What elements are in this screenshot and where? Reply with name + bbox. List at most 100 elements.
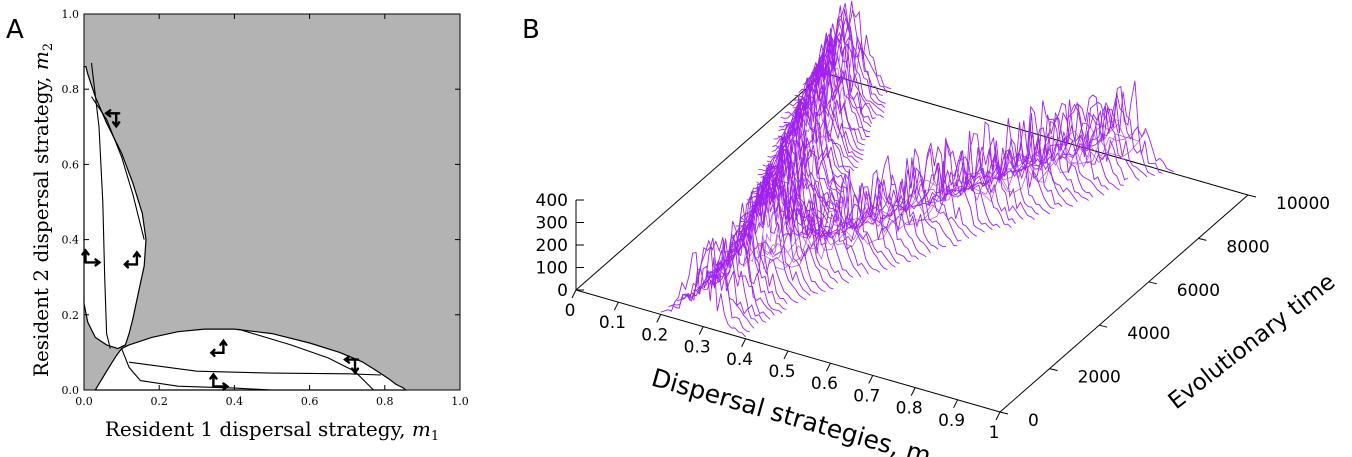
x-axis-label-sub: 1: [431, 429, 439, 444]
time-tick-label: 4000: [1127, 324, 1170, 344]
axis-ticks: 0.0 0.2 0.4 0.6 0.8 1.0 0.0 0.2 0.4 0.6 0.8 1.0: [62, 8, 469, 408]
mesh-line: [763, 48, 857, 270]
z-tick-label: 300: [536, 214, 568, 234]
time-tick-label: 10000: [1276, 194, 1330, 214]
x-tick-label: 0.0: [75, 395, 93, 408]
dispersal-tick-label: 0.4: [726, 350, 753, 370]
time-tick-label: 6000: [1177, 281, 1220, 301]
panel-a-label: A: [6, 15, 24, 45]
selection-arrow: [104, 109, 121, 129]
time-tick-label: 2000: [1078, 368, 1121, 388]
isocline-curve-4: [238, 328, 374, 391]
mesh-line: [768, 133, 1139, 268]
mesh-line: [755, 123, 1127, 261]
y-axis-label-var: m: [29, 51, 53, 70]
time-axis-line: [999, 194, 1249, 413]
time-slice-trace: [748, 148, 919, 260]
dispersal-tick-label: 0.7: [853, 386, 880, 406]
mesh-line: [750, 44, 844, 262]
dispersal-tick: [995, 411, 1001, 421]
invadable-region: [84, 14, 460, 390]
z-tick-label: 100: [536, 259, 568, 279]
dispersal-tick: [953, 399, 959, 409]
mesh-line: [756, 42, 850, 259]
y-tick-label: 0.2: [62, 309, 80, 322]
time-tick: [1247, 194, 1257, 198]
dispersal-tick-label: 0.1: [599, 313, 626, 333]
time-slice-trace: [794, 32, 1120, 191]
time-tick: [1198, 237, 1207, 241]
time-slice-trace: [693, 242, 775, 316]
dispersal-tick: [783, 350, 789, 360]
x-tick-label: 0.8: [376, 395, 394, 408]
time-tick: [999, 411, 1009, 415]
x-tick-label: 1.0: [451, 395, 469, 408]
time-slice-trace: [735, 160, 888, 270]
dispersal-tick: [656, 314, 662, 323]
z-tick-label: 200: [536, 236, 568, 256]
dispersal-tick: [825, 362, 831, 372]
boundary-curves: [90, 62, 382, 391]
time-tick: [1049, 368, 1058, 372]
time-slice-trace: [668, 245, 750, 333]
time-slice-trace: [676, 236, 759, 324]
mesh-line: [743, 52, 838, 262]
time-slice-trace: [697, 220, 783, 314]
dispersal-tick-label: 0: [565, 301, 576, 321]
mesh-line: [769, 45, 863, 256]
left-axis-line: [575, 72, 825, 291]
dispersal-tick: [910, 387, 916, 396]
dispersal-tick-label: 0.6: [811, 374, 838, 394]
y-axis-label: Resident 2 dispersal strategy, m2: [29, 43, 56, 377]
time-tick: [1099, 324, 1108, 328]
y-tick-label: 0.8: [62, 83, 80, 96]
time-tick-label: 8000: [1226, 237, 1269, 257]
density-surface: [660, 0, 1174, 338]
panel-b-label: B: [522, 15, 540, 45]
x-axis-label-var: m: [412, 417, 431, 441]
dispersal-tick: [613, 301, 619, 311]
dispersal-tick-label: 0.3: [684, 338, 711, 358]
mesh-line: [742, 119, 1114, 268]
dispersal-tick-label: 0.9: [938, 411, 965, 431]
dispersal-tick: [698, 326, 704, 335]
dispersal-tick: [741, 338, 747, 348]
time-slice-trace: [660, 251, 746, 338]
panel-b: B 00.10.20.30.40.50.60.70.80.91020004000…: [522, 0, 1340, 457]
y-tick-label: 0.0: [62, 384, 80, 397]
dispersal-tick-label: 0.5: [768, 362, 795, 382]
z-tick-label: 0: [557, 281, 568, 301]
x-tick-label: 0.2: [150, 395, 168, 408]
isocline-curve-5: [121, 348, 273, 391]
dispersal-tick-label: 0.2: [641, 325, 668, 345]
x-axis-label: Resident 1 dispersal strategy, m1: [105, 417, 439, 444]
y-axis-label-text: Resident 2 dispersal strategy,: [29, 70, 53, 377]
z-tick-label: 400: [536, 191, 568, 211]
direction-arrows: [81, 109, 360, 391]
selection-arrow: [209, 338, 228, 357]
isocline-curve-1: [90, 62, 111, 349]
y-tick-label: 0.6: [62, 158, 80, 171]
mesh-line: [774, 131, 1146, 270]
selection-arrow: [209, 372, 230, 391]
isocline-curve-2: [91, 96, 145, 240]
selection-arrow: [343, 355, 360, 375]
y-tick-label: 1.0: [62, 8, 80, 21]
plot-frame: [83, 13, 461, 391]
dispersal-tick-label: 0.8: [896, 399, 923, 419]
y-axis-label-sub: 2: [41, 43, 56, 51]
time-slice-trace: [723, 181, 826, 292]
x-axis-label-text: Resident 1 dispersal strategy,: [105, 417, 412, 441]
y-tick-label: 0.4: [62, 234, 80, 247]
dispersal-tick: [571, 289, 577, 299]
selection-arrow: [123, 250, 142, 269]
3d-axes: [575, 72, 1249, 413]
x-tick-label: 0.6: [301, 395, 319, 408]
time-tick: [1148, 281, 1157, 285]
dispersal-tick: [868, 375, 874, 384]
dispersal-tick-label: 1: [989, 423, 1000, 443]
time-slice-trace: [819, 0, 1163, 174]
time-tick-label: 0: [1028, 411, 1039, 431]
x-tick-label: 0.4: [226, 395, 244, 408]
